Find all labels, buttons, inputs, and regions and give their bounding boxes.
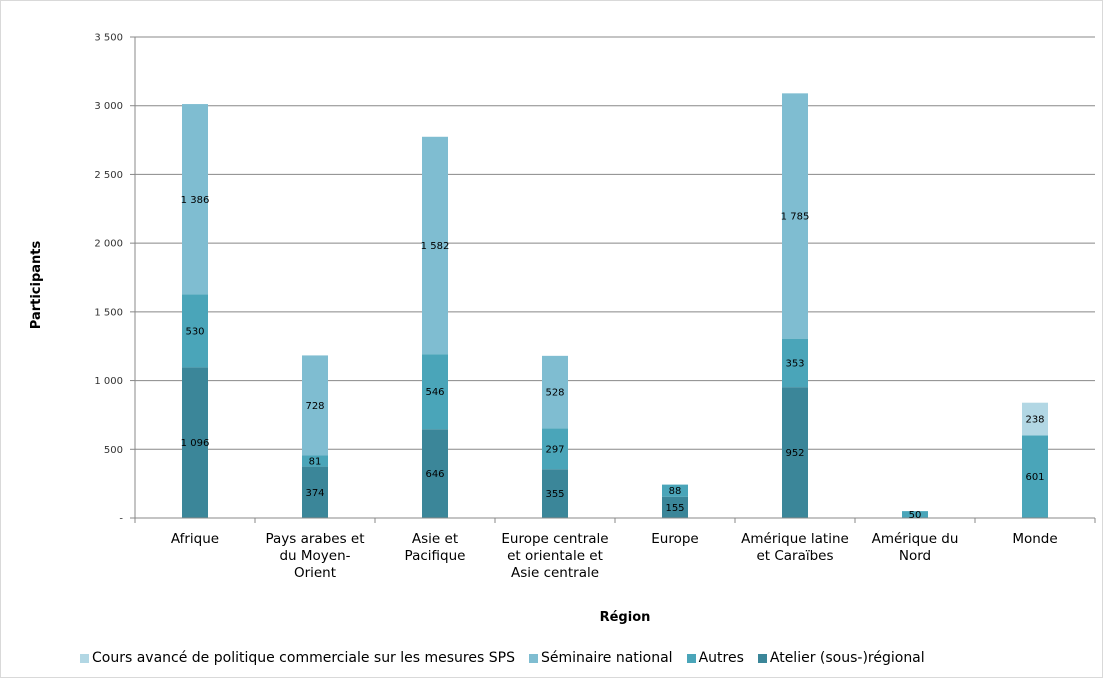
data-label: 353: [785, 358, 804, 369]
legend-item: Séminaire national: [528, 650, 673, 666]
bar-segment: [302, 455, 328, 467]
legend-item: Autres: [686, 650, 744, 666]
data-label: 646: [425, 469, 444, 480]
legend-swatch: [528, 653, 538, 663]
y-tick-label: 2 000: [94, 239, 123, 250]
data-label: 50: [909, 510, 922, 521]
bar-segment: [782, 93, 808, 339]
data-label: 355: [545, 489, 564, 500]
data-label: 952: [785, 448, 804, 459]
category-label: Amérique du Nord: [872, 531, 959, 564]
category-label: Monde: [1012, 531, 1057, 547]
bar-segment: [542, 428, 568, 470]
y-tick-label: 500: [104, 445, 123, 456]
data-label: 81: [309, 457, 322, 468]
data-label: 601: [1025, 472, 1044, 483]
bar-segment: [662, 496, 688, 518]
y-tick-label: 3 000: [94, 101, 123, 112]
y-tick-label: 2 500: [94, 170, 123, 181]
category-label: Europe: [651, 531, 698, 547]
legend-swatch: [80, 653, 89, 663]
bars: [182, 93, 1048, 518]
bar-segment: [1022, 435, 1048, 518]
data-label: 1 096: [181, 438, 210, 449]
legend-label: Autres: [698, 650, 744, 666]
data-label: 238: [1025, 415, 1044, 426]
data-label: 530: [185, 326, 204, 337]
bar-segment: [422, 136, 448, 355]
x-axis-title: Région: [600, 610, 651, 625]
data-label: 374: [305, 488, 324, 499]
data-label: 155: [665, 503, 684, 514]
data-label: 728: [305, 401, 324, 412]
bar-segment: [542, 469, 568, 518]
category-label: Pays arabes et du Moyen-Orient: [265, 531, 364, 581]
data-label: 1 386: [181, 195, 210, 206]
y-tick-label: 1 500: [94, 307, 123, 318]
category-label: Asie et Pacifique: [405, 531, 466, 564]
legend-label: Atelier (sous-)régional: [769, 650, 925, 666]
category-label: Afrique: [171, 531, 219, 547]
y-tick-label: 3 500: [94, 33, 123, 44]
data-labels: 1 096 530 1 386 374 81 728 646 546 1 582 355 297 52…: [181, 195, 1045, 521]
bar-segment: [422, 354, 448, 430]
data-label: 1 785: [781, 212, 810, 223]
bar-segment: [422, 429, 448, 518]
bar-segment: [662, 484, 688, 497]
gridlines: [135, 36, 1095, 519]
y-axis-title: Participants: [29, 241, 44, 330]
bar-segment: [182, 367, 208, 518]
data-label: 88: [669, 486, 682, 497]
data-label: 297: [545, 444, 564, 455]
bar-segment: [182, 294, 208, 368]
data-label: 528: [545, 388, 564, 399]
bar-segment: [902, 511, 928, 518]
bar-segment: [302, 466, 328, 518]
bar-segment: [542, 355, 568, 429]
bar-segment: [1022, 402, 1048, 436]
legend-label: Séminaire national: [540, 650, 673, 666]
data-label: 546: [425, 387, 444, 398]
legend: Cours avancé de politique commerciale su…: [80, 648, 939, 668]
legend-swatch: [757, 653, 767, 663]
legend-swatch: [686, 653, 696, 663]
category-label: Amérique latine et Caraïbes: [741, 531, 849, 564]
axes: - 500 1 000 1 500 2 000 2 500 3 000 3 500 Afriqu…: [94, 33, 1096, 581]
bar-segment: [182, 104, 208, 295]
legend-label: Cours avancé de politique commerciale su…: [92, 650, 515, 666]
legend-item: Atelier (sous-)régional: [757, 650, 925, 666]
category-label: Europe centrale et orientale et Asie centr…: [501, 531, 608, 581]
bar-segment: [782, 338, 808, 388]
bar-segment: [302, 355, 328, 456]
legend-item: Cours avancé de politique commerciale su…: [80, 650, 515, 666]
y-tick-label: 1 000: [94, 376, 123, 387]
bar-segment: [782, 387, 808, 518]
y-tick-label: -: [119, 514, 123, 525]
data-label: 1 582: [421, 241, 450, 252]
